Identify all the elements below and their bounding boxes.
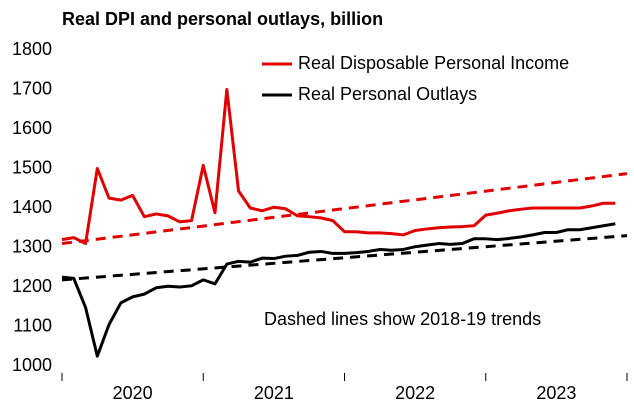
series-line <box>61 88 616 246</box>
y-tick-label: 1000 <box>12 355 52 375</box>
y-tick-label: 1800 <box>12 39 52 59</box>
y-tick-label: 1400 <box>12 197 52 217</box>
y-tick-label: 1500 <box>12 157 52 177</box>
y-tick-label: 1600 <box>12 118 52 138</box>
series-line <box>61 222 616 358</box>
trend-line <box>61 172 628 246</box>
y-tick-label: 1100 <box>13 315 52 335</box>
x-tick-label: 2023 <box>536 383 576 403</box>
x-tick-label: 2021 <box>254 383 294 403</box>
legend-label: Real Disposable Personal Income <box>298 53 569 73</box>
x-tick-label: 2022 <box>395 383 435 403</box>
chart-title: Real DPI and personal outlays, billion <box>62 9 383 29</box>
trend-line <box>61 234 628 282</box>
y-tick-label: 1200 <box>12 276 52 296</box>
legend-label: Real Personal Outlays <box>298 84 477 104</box>
annotation: Dashed lines show 2018-19 trends <box>264 309 541 329</box>
x-tick-label: 2020 <box>113 383 153 403</box>
y-tick-label: 1700 <box>12 78 52 98</box>
y-tick-label: 1300 <box>12 236 52 256</box>
